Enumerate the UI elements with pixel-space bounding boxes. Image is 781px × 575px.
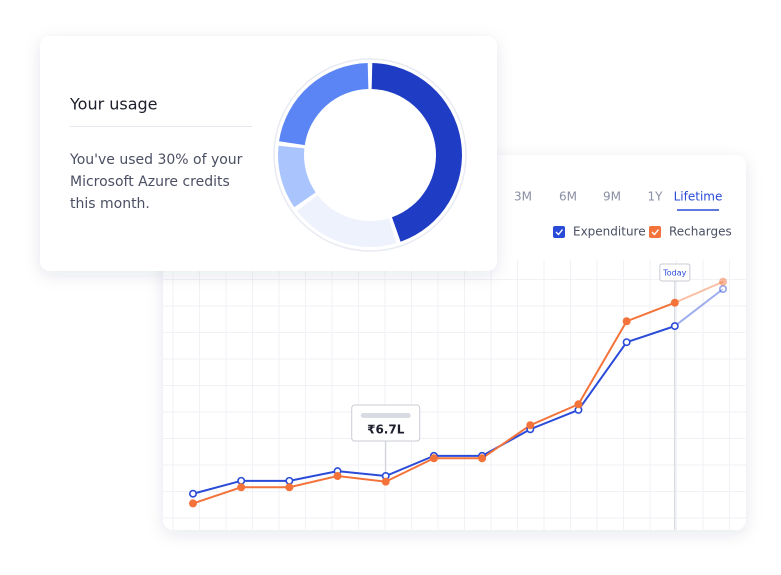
point	[285, 483, 294, 492]
today-label: Today	[662, 269, 686, 278]
point	[189, 499, 198, 508]
usage-title: Your usage	[69, 95, 158, 114]
time-tab[interactable]: 3M	[514, 190, 532, 204]
point	[670, 322, 679, 331]
time-tab[interactable]: Lifetime	[674, 190, 723, 204]
usage-card: Your usage You've used 30% of your Micro…	[40, 36, 497, 271]
point	[718, 285, 727, 294]
usage-text: You've used 30% of your	[69, 152, 243, 168]
donut-segment	[296, 195, 397, 247]
donut-rim	[273, 58, 467, 252]
usage-text: this month.	[70, 196, 150, 212]
usage-text: Microsoft Azure credits	[70, 174, 230, 190]
card-bg	[40, 36, 497, 271]
point	[718, 277, 727, 286]
point	[622, 317, 631, 326]
point	[478, 454, 487, 463]
point	[622, 338, 631, 347]
time-tab[interactable]: 1Y	[648, 190, 664, 204]
point	[333, 471, 342, 480]
series-line	[192, 280, 724, 505]
point	[429, 454, 438, 463]
point	[574, 400, 583, 409]
tooltip-value: ₹6.7L	[367, 423, 405, 437]
check-icon	[651, 229, 660, 236]
legend-checkbox[interactable]	[649, 226, 661, 238]
point	[237, 476, 246, 485]
donut-segment	[371, 63, 463, 242]
time-tab[interactable]: 6M	[559, 190, 577, 204]
time-tab[interactable]: 9M	[603, 190, 621, 204]
tooltip-bar	[360, 413, 411, 418]
point	[381, 477, 390, 486]
legend-checkbox[interactable]	[553, 226, 565, 238]
point	[189, 489, 198, 498]
point	[670, 298, 679, 307]
legend-label: Recharges	[669, 225, 732, 239]
today-box	[659, 263, 691, 282]
point	[526, 421, 535, 430]
donut-segment	[278, 145, 316, 208]
series-line	[192, 288, 724, 495]
legend-label: Expenditure	[573, 225, 646, 239]
check-icon	[555, 229, 564, 236]
point	[237, 483, 246, 492]
donut-segment	[279, 63, 369, 146]
point	[285, 476, 294, 485]
